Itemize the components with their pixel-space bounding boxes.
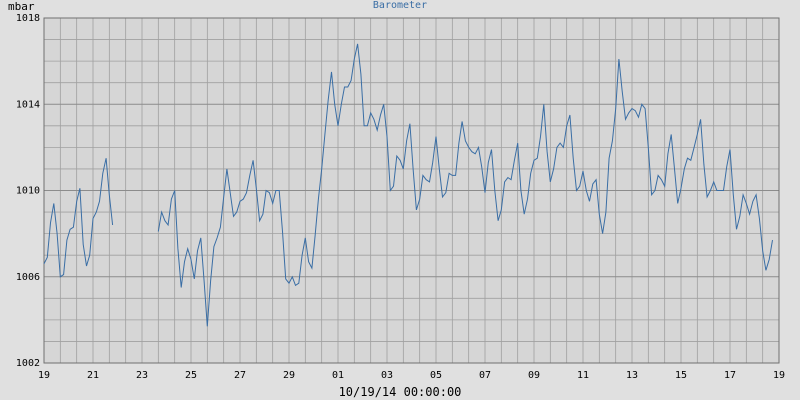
x-tick-label: 09: [528, 370, 540, 381]
x-tick-label: 05: [430, 370, 442, 381]
x-tick-label: 21: [87, 370, 99, 381]
chart-title: Barometer: [373, 0, 427, 11]
x-tick-label: 19: [773, 370, 785, 381]
x-tick-labels: 19 21 23 25 27 29 01 03 05 07 09 11 13 15 17 19: [38, 370, 785, 381]
y-axis-label: mbar: [8, 0, 35, 13]
x-axis-label: 10/19/14 00:00:00: [339, 385, 462, 399]
x-tick-label: 07: [479, 370, 491, 381]
x-tick-label: 27: [234, 370, 246, 381]
y-tick-label: 1006: [16, 272, 40, 283]
y-tick-label: 1018: [16, 13, 40, 24]
x-tick-label: 11: [577, 370, 589, 381]
x-tick-label: 13: [626, 370, 638, 381]
x-tick-label: 25: [185, 370, 197, 381]
x-tick-label: 23: [136, 370, 148, 381]
x-tick-label: 03: [381, 370, 393, 381]
x-tick-label: 15: [675, 370, 687, 381]
x-tick-label: 29: [283, 370, 295, 381]
x-tick-label: 01: [332, 370, 344, 381]
x-tick-label: 17: [724, 370, 736, 381]
x-tick-label: 19: [38, 370, 50, 381]
y-tick-label: 1002: [16, 358, 40, 369]
y-tick-label: 1010: [16, 186, 40, 197]
y-tick-label: 1014: [16, 99, 40, 110]
y-tick-labels: 1002 1006 1010 1014 1018: [16, 13, 40, 369]
